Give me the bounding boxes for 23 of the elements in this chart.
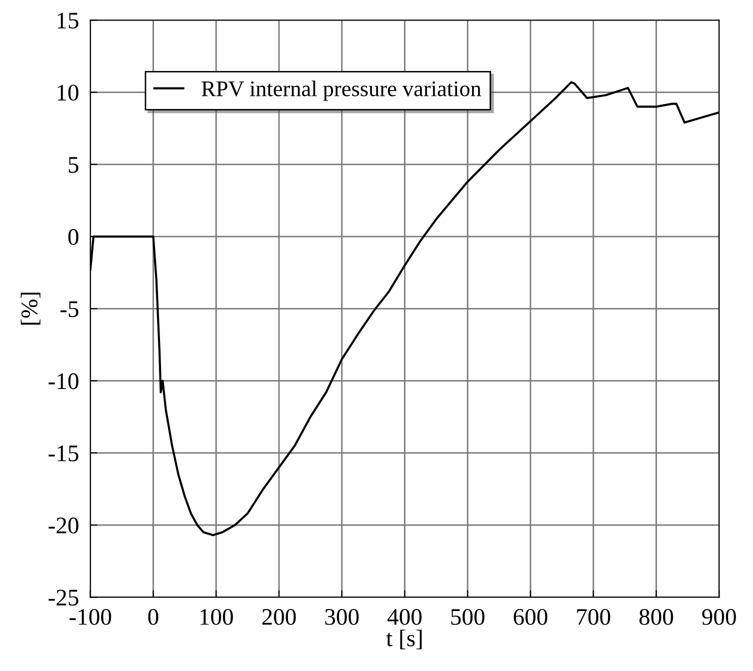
y-tick-label: -25 bbox=[48, 590, 78, 606]
x-tick-label: 600 bbox=[514, 608, 548, 625]
x-tick-label: -100 bbox=[70, 608, 112, 625]
y-tick-label: 10 bbox=[58, 84, 78, 101]
y-tick-label: -15 bbox=[48, 446, 78, 462]
y-tick-label: -10 bbox=[48, 373, 78, 390]
y-tick-label: 15 bbox=[58, 12, 78, 29]
y-tick-label: -5 bbox=[60, 301, 78, 318]
y-tick-label: 0 bbox=[68, 229, 78, 245]
x-tick-label: 0 bbox=[148, 608, 158, 625]
y-tick-label: 5 bbox=[68, 157, 78, 173]
x-tick-label: 700 bbox=[577, 608, 610, 625]
x-axis-title: t [s] bbox=[386, 630, 422, 650]
x-tick-label: 100 bbox=[200, 608, 233, 625]
x-tick-label: 800 bbox=[639, 608, 674, 625]
x-tick-label: 200 bbox=[262, 608, 296, 625]
x-tick-label: 900 bbox=[702, 608, 736, 625]
x-tick-label: 400 bbox=[387, 608, 422, 625]
y-axis-title: [%] bbox=[20, 292, 40, 325]
x-tick-label: 500 bbox=[451, 608, 484, 625]
legend-label: RPV internal pressure variation bbox=[202, 80, 482, 101]
y-tick-label: -20 bbox=[48, 518, 78, 534]
x-tick-label: 300 bbox=[325, 608, 359, 625]
